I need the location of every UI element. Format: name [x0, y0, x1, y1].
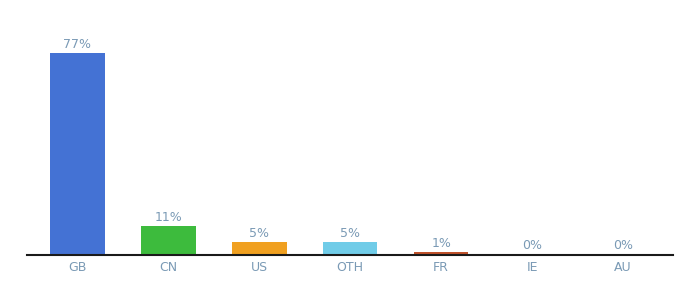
Bar	[141, 226, 196, 255]
Bar	[50, 53, 105, 255]
Bar	[505, 254, 560, 255]
Bar	[596, 254, 651, 255]
Bar	[323, 242, 377, 255]
Bar	[232, 242, 286, 255]
Text: 5%: 5%	[249, 227, 269, 240]
Text: 0%: 0%	[613, 239, 633, 252]
Text: 0%: 0%	[522, 239, 542, 252]
Text: 1%: 1%	[431, 237, 451, 250]
Bar	[414, 252, 469, 255]
Text: 77%: 77%	[63, 38, 91, 51]
Text: 11%: 11%	[154, 211, 182, 224]
Text: 5%: 5%	[340, 227, 360, 240]
